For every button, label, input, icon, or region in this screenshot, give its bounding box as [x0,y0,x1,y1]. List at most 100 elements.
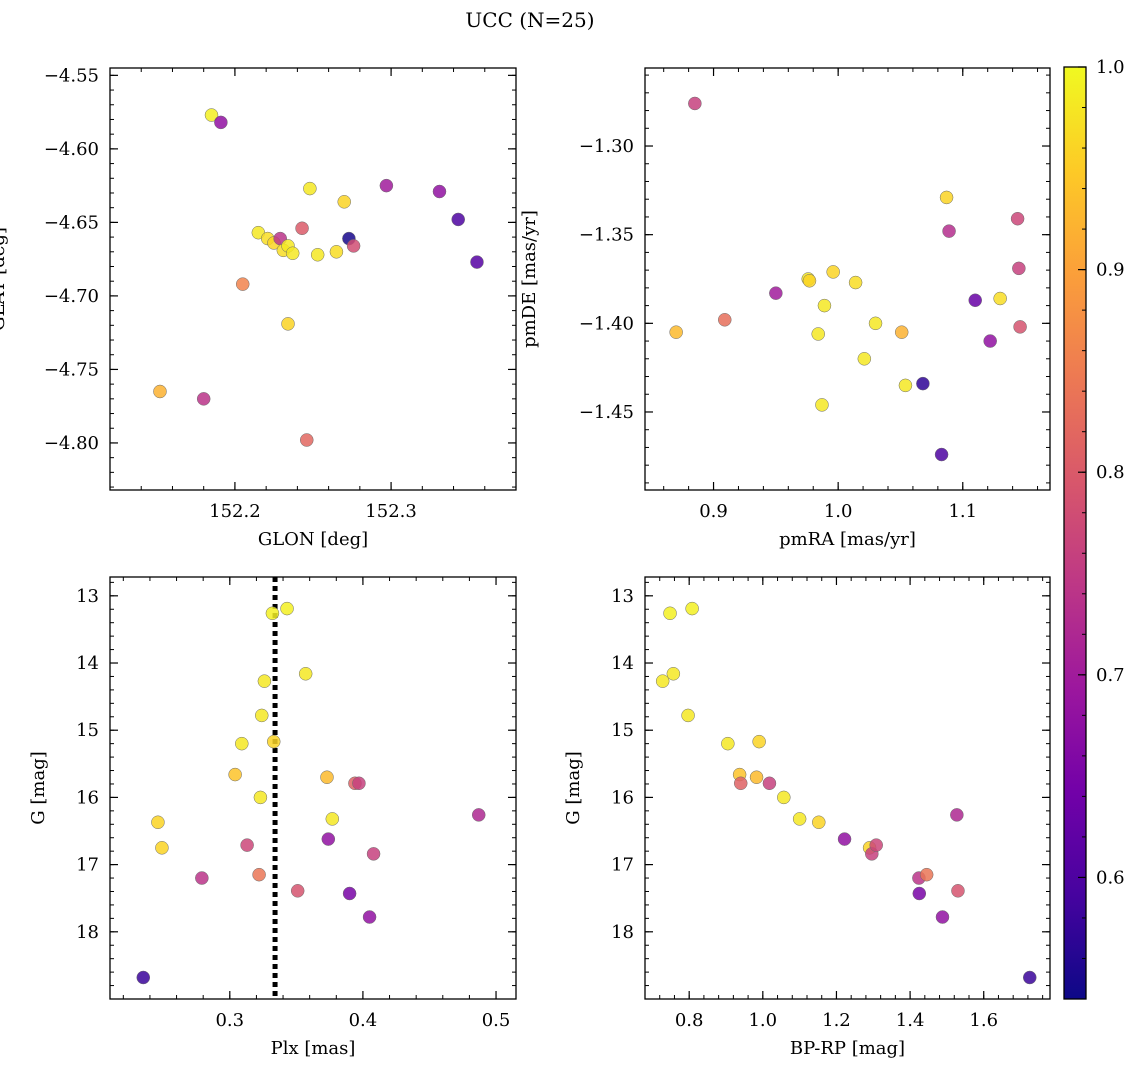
y-tick-label: −1.30 [579,136,634,157]
axes-frame [644,576,1051,1000]
data-point [868,316,883,331]
y-tick-label: −4.60 [44,139,99,160]
data-point [342,886,357,901]
y-tick-label: 17 [611,855,634,876]
panel-2: 0.9 1.0 1.1 −1.45 −1.40 −1.35 −1.30 pmRA [mas/y… [519,67,1051,550]
data-point [769,286,783,300]
x-axis-label: BP-RP [mag] [790,1038,905,1059]
data-point [151,815,165,830]
data-point [195,871,209,885]
x-tick-label: 152.3 [365,501,417,522]
data-point [869,838,883,852]
data-point [733,776,748,791]
data-point [253,790,268,805]
x-axis-label: GLON [deg] [258,529,368,550]
data-point [451,212,465,227]
data-point [257,674,272,688]
y-tick-label: −4.70 [44,286,99,307]
axes-frame [109,576,517,1000]
x-tick-label: 0.3 [215,1010,244,1031]
data-point [1012,261,1026,276]
data-point [718,313,732,327]
y-tick-label: 14 [76,653,99,674]
colorbar-gradient [1063,66,1087,1000]
y-tick-label: 15 [611,720,634,741]
data-point [939,190,954,205]
data-point [295,221,309,236]
data-point [240,838,254,852]
data-point [817,298,832,313]
data-point [303,181,317,196]
data-point [1013,320,1027,334]
y-tick-label: 16 [76,787,99,808]
y-tick-label: 16 [611,787,634,808]
data-point [916,376,930,391]
data-point [811,327,825,341]
data-point [815,398,829,412]
data-point [812,815,826,830]
data-point [837,832,852,846]
data-point [950,808,964,822]
data-point [155,841,169,855]
data-point [235,736,249,751]
panel-1: 152.2 152.3 −4.80 −4.75 −4.70 −4.65 −4.60 −4.55… [0,65,517,550]
data-point [153,384,167,399]
data-point [235,277,250,291]
x-tick-label: 1.0 [748,1010,777,1031]
x-tick-label: 1.4 [896,1010,925,1031]
colorbar-tick-label: 0.7 [1096,665,1125,686]
colorbar-tick-label: 1.0 [1096,57,1125,78]
data-point [1010,211,1025,226]
data-point [655,674,670,688]
x-tick-label: 152.2 [209,501,261,522]
data-point [983,334,997,348]
data-point [432,184,447,199]
data-point [1023,970,1037,985]
data-point [777,790,791,805]
y-axis-label: G [mag] [28,751,49,824]
data-point [942,224,956,238]
data-point [762,776,777,791]
data-point [685,601,699,616]
data-point [300,433,314,447]
colorbar: 0.6 0.7 0.8 0.9 1.0 [1063,57,1125,1000]
y-tick-label: −1.35 [579,225,634,246]
data-point [721,736,735,751]
data-point [894,325,909,339]
x-axis-label: Plx [mas] [271,1038,356,1059]
data-point [919,867,934,882]
data-point [298,667,313,681]
data-point [310,247,325,262]
data-point [688,96,702,111]
data-point [252,867,266,882]
data-point [214,115,228,130]
data-point [285,246,300,261]
x-tick-label: 0.9 [699,501,728,522]
data-point [281,317,295,331]
x-tick-label: 0.5 [482,1010,511,1031]
data-point [802,274,817,288]
data-point [471,808,486,822]
x-tick-label: 1.1 [948,501,977,522]
data-point [666,667,681,681]
y-tick-label: 14 [611,653,634,674]
figure-title: UCC (N=25) [465,8,594,32]
y-tick-label: 18 [611,922,634,943]
y-tick-label: 18 [76,922,99,943]
data-point [329,245,344,259]
data-point [325,812,340,826]
data-point [898,378,913,393]
y-tick-label: 17 [76,855,99,876]
y-tick-label: −4.80 [44,433,99,454]
x-tick-label: 0.4 [349,1010,378,1031]
panel-3: 0.3 0.4 0.5 13 14 15 16 17 18 Plx [mas] G [mag] [28,576,517,1059]
data-point [321,832,336,846]
x-tick-label: 1.6 [969,1010,998,1031]
data-point [912,886,927,901]
y-tick-label: −4.75 [44,359,99,380]
data-point [749,770,764,784]
data-point [993,291,1007,306]
y-tick-label: −1.45 [579,402,634,423]
data-point [196,392,211,406]
data-point [366,847,381,861]
